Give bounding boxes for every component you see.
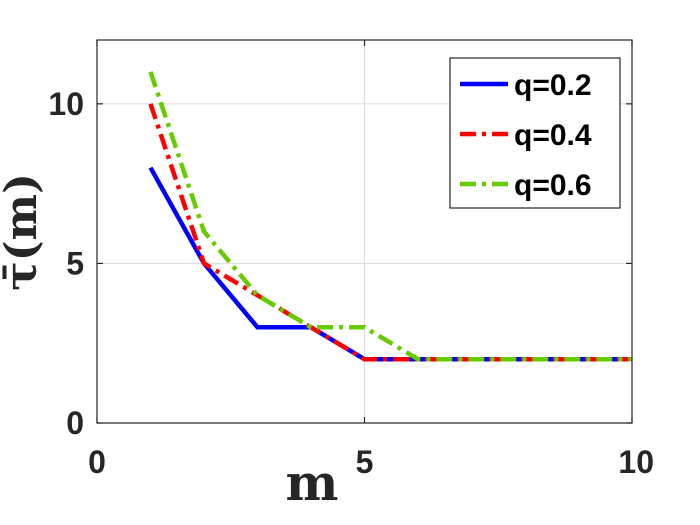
x-tick-label: 0 bbox=[88, 444, 106, 480]
x-tick-label: 10 bbox=[618, 444, 654, 480]
legend: q=0.2 q=0.4 q=0.6 bbox=[449, 57, 621, 209]
x-axis-title: m bbox=[286, 453, 339, 512]
axis-ticks: 0 5 10 0 5 10 bbox=[48, 40, 654, 480]
y-axis-title: τ̄(m) bbox=[0, 173, 47, 291]
legend-label: q=0.2 bbox=[514, 69, 592, 102]
x-tick-label: 5 bbox=[356, 444, 374, 480]
series-line-q-0-4 bbox=[148, 103, 632, 362]
series-line-q-0-2 bbox=[148, 166, 632, 362]
series-lines bbox=[148, 71, 632, 362]
legend-label: q=0.6 bbox=[514, 169, 592, 202]
legend-label: q=0.4 bbox=[514, 119, 592, 152]
y-tick-label: 10 bbox=[48, 86, 84, 122]
y-tick-label: 0 bbox=[66, 405, 84, 441]
y-tick-label: 5 bbox=[66, 245, 84, 281]
series-line-q-0-6 bbox=[148, 71, 632, 362]
